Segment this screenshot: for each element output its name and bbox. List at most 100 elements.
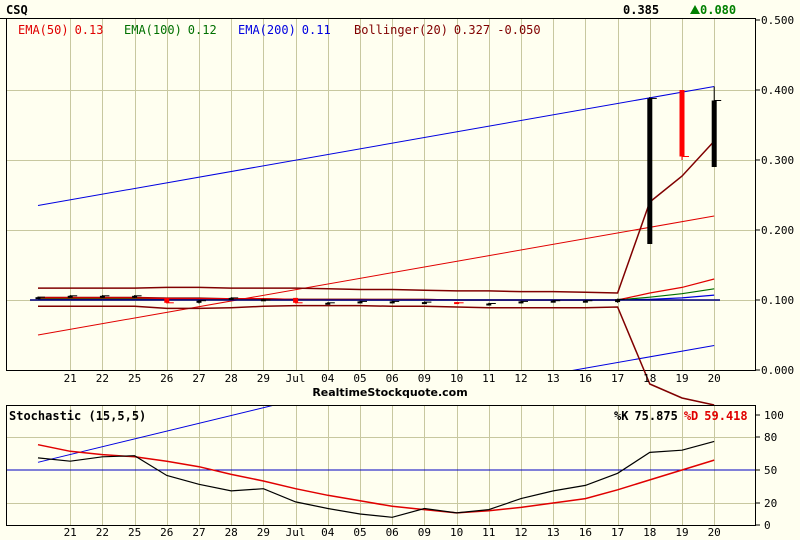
svg-text:EMA(50)0.13: EMA(50) 0.13	[18, 23, 103, 37]
price-bar	[35, 296, 45, 300]
price-axis: 0.000 0.100 0.200 0.300 0.400 0.500	[755, 14, 794, 377]
x-tick-label: 12	[514, 372, 527, 385]
x-tick-label: Jul	[286, 526, 306, 539]
price-grid	[7, 19, 755, 370]
bar-body	[518, 301, 524, 304]
legend-ema50-label: EMA(50)	[18, 23, 69, 37]
bar-body	[679, 90, 685, 157]
y-tick-label: 80	[764, 431, 777, 444]
bar-body	[389, 301, 395, 304]
price-bar	[67, 295, 78, 298]
bar-body	[421, 302, 427, 305]
price-bar	[421, 301, 432, 305]
x-tick-label: 11	[482, 526, 495, 539]
price-bar	[582, 300, 593, 303]
y-tick-label: 20	[764, 497, 777, 510]
x-tick-label: 10	[450, 526, 463, 539]
price-change: 0.080	[700, 3, 736, 17]
stochastic-title: Stochastic (15,5,5)	[9, 409, 146, 423]
bollinger-upper-line	[38, 140, 715, 294]
price-bar	[293, 297, 303, 304]
bar-body	[357, 301, 363, 304]
svg-text:Bollinger(20)0.327 -0.050: Bollinger(20) 0.327 -0.050	[354, 23, 541, 37]
stochastic-series	[7, 406, 755, 518]
x-tick-label: 27	[192, 372, 205, 385]
x-tick-label: 21	[64, 372, 77, 385]
bar-body	[132, 295, 138, 298]
x-tick-label: 16	[579, 372, 592, 385]
price-bar	[389, 300, 400, 304]
x-tick-label: 09	[418, 372, 431, 385]
x-tick-label: 12	[514, 526, 527, 539]
bar-body	[67, 295, 73, 298]
x-tick-label: 17	[611, 372, 624, 385]
bollinger-lower-line	[38, 304, 715, 405]
legend-bollinger-label: Bollinger(20)	[354, 23, 448, 37]
bar-body	[196, 300, 202, 303]
price-date-axis: 21 22 25 26 27 28 29 Jul 04 05 06 09 10 11 12 13 16 17 18 1…	[64, 372, 721, 385]
bar-body	[325, 302, 331, 305]
bar-body	[550, 300, 556, 303]
x-tick-label: 19	[675, 526, 688, 539]
x-tick-label: 29	[257, 526, 270, 539]
svg-text:EMA(200)0.11: EMA(200) 0.11	[238, 23, 331, 37]
stoch-k-label: %K	[614, 409, 629, 423]
legend-ema200-label: EMA(200)	[238, 23, 296, 37]
x-tick-label: 10	[450, 372, 463, 385]
x-tick-label: 29	[257, 372, 270, 385]
y-tick-label: 0.000	[761, 364, 794, 377]
y-tick-label: 0	[764, 519, 771, 532]
y-tick-label: 0.100	[761, 294, 794, 307]
x-tick-label: 13	[547, 526, 560, 539]
x-tick-label: 05	[353, 372, 366, 385]
price-bar	[325, 302, 335, 305]
x-tick-label: 13	[547, 372, 560, 385]
x-tick-label: 25	[128, 372, 141, 385]
x-tick-label: 22	[96, 526, 109, 539]
bar-body	[99, 295, 105, 298]
price-bar	[164, 297, 174, 304]
x-tick-label: 06	[386, 372, 399, 385]
x-tick-label: 26	[160, 372, 173, 385]
svg-text:EMA(100)0.12: EMA(100) 0.12	[124, 23, 217, 37]
price-series	[30, 86, 722, 405]
bar-body	[582, 300, 588, 303]
x-tick-label: 11	[482, 372, 495, 385]
x-tick-label: 05	[353, 526, 366, 539]
price-bar	[260, 298, 271, 302]
price-panel-frame	[6, 18, 756, 371]
price-bar	[711, 86, 722, 167]
x-tick-label: 25	[128, 526, 141, 539]
bar-body	[228, 297, 234, 300]
x-tick-label: 22	[96, 372, 109, 385]
price-bar	[99, 295, 110, 298]
header-band	[0, 0, 756, 18]
price-bar	[132, 295, 142, 298]
legend-bollinger-value: 0.327 -0.050	[454, 23, 541, 37]
bar-body	[647, 98, 653, 245]
price-bar	[228, 297, 239, 300]
up-arrow-icon	[690, 5, 700, 14]
stochastic-panel-frame	[6, 405, 756, 526]
stochastic-plot-area	[7, 406, 755, 518]
price-bar	[550, 300, 561, 303]
last-price: 0.385	[623, 3, 659, 17]
x-tick-label: 19	[675, 372, 688, 385]
y-tick-label: 0.200	[761, 224, 794, 237]
stoch-k-value: 75.875	[634, 409, 677, 423]
price-overflow-area	[38, 304, 715, 405]
x-tick-label: 04	[321, 526, 335, 539]
y-tick-label: 0.300	[761, 154, 794, 167]
symbol-label: CSQ	[6, 3, 28, 17]
price-bar	[196, 300, 206, 304]
stoch-d-line	[37, 443, 715, 514]
bar-body	[293, 297, 299, 303]
x-tick-label: 28	[225, 526, 238, 539]
x-tick-label: 18	[643, 526, 656, 539]
trendline-1	[37, 215, 715, 336]
watermark: RealtimeStockquote.com	[312, 386, 467, 399]
stoch-d-value: 59.418	[704, 409, 747, 423]
y-tick-label: 50	[764, 464, 777, 477]
